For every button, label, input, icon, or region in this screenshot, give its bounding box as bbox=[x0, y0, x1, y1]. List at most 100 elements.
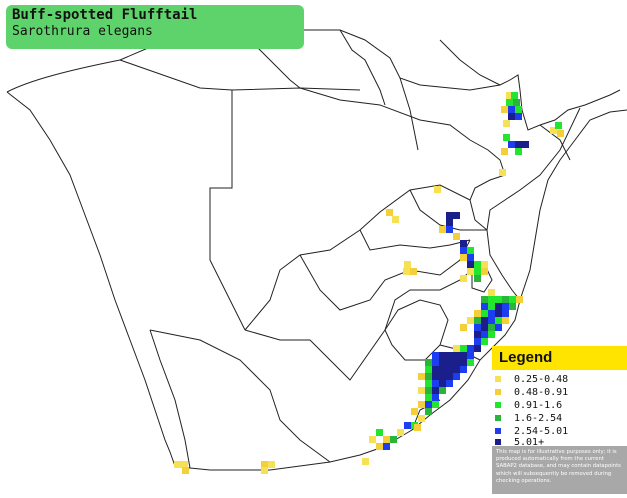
atlas-cell bbox=[439, 359, 446, 366]
atlas-cell bbox=[432, 373, 439, 380]
atlas-cell bbox=[425, 408, 432, 415]
atlas-cell bbox=[404, 261, 411, 268]
atlas-cell bbox=[446, 359, 453, 366]
atlas-cell bbox=[467, 247, 474, 254]
legend-swatch bbox=[495, 439, 501, 445]
atlas-cell bbox=[515, 141, 522, 148]
atlas-cell bbox=[460, 275, 467, 282]
atlas-cell bbox=[467, 345, 474, 352]
atlas-cell bbox=[446, 212, 453, 219]
atlas-cell bbox=[425, 359, 432, 366]
atlas-cell bbox=[425, 394, 432, 401]
border-lake bbox=[399, 77, 419, 151]
border-provinces-4 bbox=[359, 229, 471, 251]
atlas-cell bbox=[434, 186, 441, 193]
legend-label: 1.6-2.54 bbox=[514, 413, 563, 424]
atlas-cell bbox=[453, 212, 460, 219]
atlas-cell bbox=[474, 317, 481, 324]
atlas-cell bbox=[453, 345, 460, 352]
legend-label: 0.25-0.48 bbox=[514, 374, 569, 385]
atlas-cell bbox=[261, 467, 268, 474]
legend-swatch bbox=[495, 415, 501, 421]
atlas-cell bbox=[474, 268, 481, 275]
border-north-2 bbox=[339, 29, 386, 106]
atlas-cell bbox=[446, 352, 453, 359]
atlas-cell bbox=[499, 169, 506, 176]
atlas-cell bbox=[432, 359, 439, 366]
coastline-east-upper bbox=[519, 109, 627, 301]
legend-heading: Legend bbox=[492, 346, 627, 370]
atlas-cell bbox=[515, 148, 522, 155]
atlas-cell bbox=[550, 127, 557, 134]
map-borders bbox=[6, 29, 627, 471]
atlas-cell bbox=[503, 120, 510, 127]
atlas-cell bbox=[474, 324, 481, 331]
atlas-cell bbox=[404, 422, 411, 429]
species-scientific-name: Sarothrura elegans bbox=[12, 24, 153, 39]
border-botswana-sa bbox=[244, 184, 471, 331]
atlas-cell bbox=[495, 303, 502, 310]
border-lesotho bbox=[384, 299, 449, 361]
legend-item: 0.91-1.6 bbox=[492, 399, 627, 412]
atlas-cell bbox=[503, 134, 510, 141]
atlas-cell bbox=[453, 366, 460, 373]
atlas-cell bbox=[522, 141, 529, 148]
atlas-cell bbox=[460, 254, 467, 261]
atlas-cell bbox=[446, 226, 453, 233]
atlas-cell bbox=[446, 373, 453, 380]
atlas-cell bbox=[432, 380, 439, 387]
atlas-cell bbox=[425, 380, 432, 387]
atlas-cell bbox=[411, 408, 418, 415]
atlas-cell bbox=[495, 317, 502, 324]
border-west-cape bbox=[149, 329, 191, 469]
atlas-cell bbox=[432, 401, 439, 408]
atlas-cell bbox=[418, 415, 425, 422]
atlas-cell bbox=[453, 373, 460, 380]
atlas-cell bbox=[181, 461, 188, 468]
atlas-cell bbox=[506, 99, 513, 106]
border-madagascar-hint bbox=[539, 124, 571, 161]
border-zambia-zim bbox=[299, 87, 506, 176]
legend-swatch bbox=[495, 428, 501, 434]
atlas-cell bbox=[425, 387, 432, 394]
legend-label: 0.48-0.91 bbox=[514, 387, 569, 398]
atlas-cell bbox=[502, 317, 509, 324]
legend-panel: Legend 0.25-0.48 0.48-0.91 0.91-1.6 1.6-… bbox=[492, 346, 627, 494]
atlas-cell bbox=[460, 366, 467, 373]
legend-label: 0.91-1.6 bbox=[514, 400, 563, 411]
atlas-cell bbox=[511, 92, 518, 99]
atlas-cell bbox=[439, 387, 446, 394]
border-malawi bbox=[439, 39, 501, 86]
atlas-cell bbox=[501, 106, 508, 113]
atlas-cell bbox=[513, 99, 520, 106]
border-provinces-1 bbox=[149, 329, 331, 463]
legend-item: 5.01+ bbox=[492, 436, 627, 449]
atlas-cell bbox=[509, 303, 516, 310]
atlas-cell bbox=[515, 106, 522, 113]
border-provinces-3 bbox=[299, 239, 471, 311]
atlas-cell bbox=[403, 268, 410, 275]
atlas-cell bbox=[432, 352, 439, 359]
border-mozambique-west bbox=[469, 174, 506, 231]
atlas-cell bbox=[446, 380, 453, 387]
species-title-box: Buff-spotted Flufftail Sarothrura elegan… bbox=[6, 5, 304, 49]
species-common-name: Buff-spotted Flufftail bbox=[12, 7, 198, 23]
atlas-cell bbox=[460, 247, 467, 254]
atlas-cell bbox=[502, 303, 509, 310]
atlas-cell bbox=[467, 317, 474, 324]
atlas-cell bbox=[174, 461, 181, 468]
atlas-cell bbox=[502, 310, 509, 317]
atlas-cell bbox=[481, 324, 488, 331]
legend-item: 1.6-2.54 bbox=[492, 412, 627, 425]
atlas-cell bbox=[383, 436, 390, 443]
atlas-cell bbox=[392, 216, 399, 223]
atlas-cell bbox=[369, 436, 376, 443]
atlas-cell bbox=[488, 310, 495, 317]
atlas-cell bbox=[362, 458, 369, 465]
atlas-cell bbox=[481, 310, 488, 317]
atlas-cell bbox=[439, 352, 446, 359]
atlas-cell bbox=[488, 317, 495, 324]
border-namibia-botswana bbox=[209, 90, 246, 331]
